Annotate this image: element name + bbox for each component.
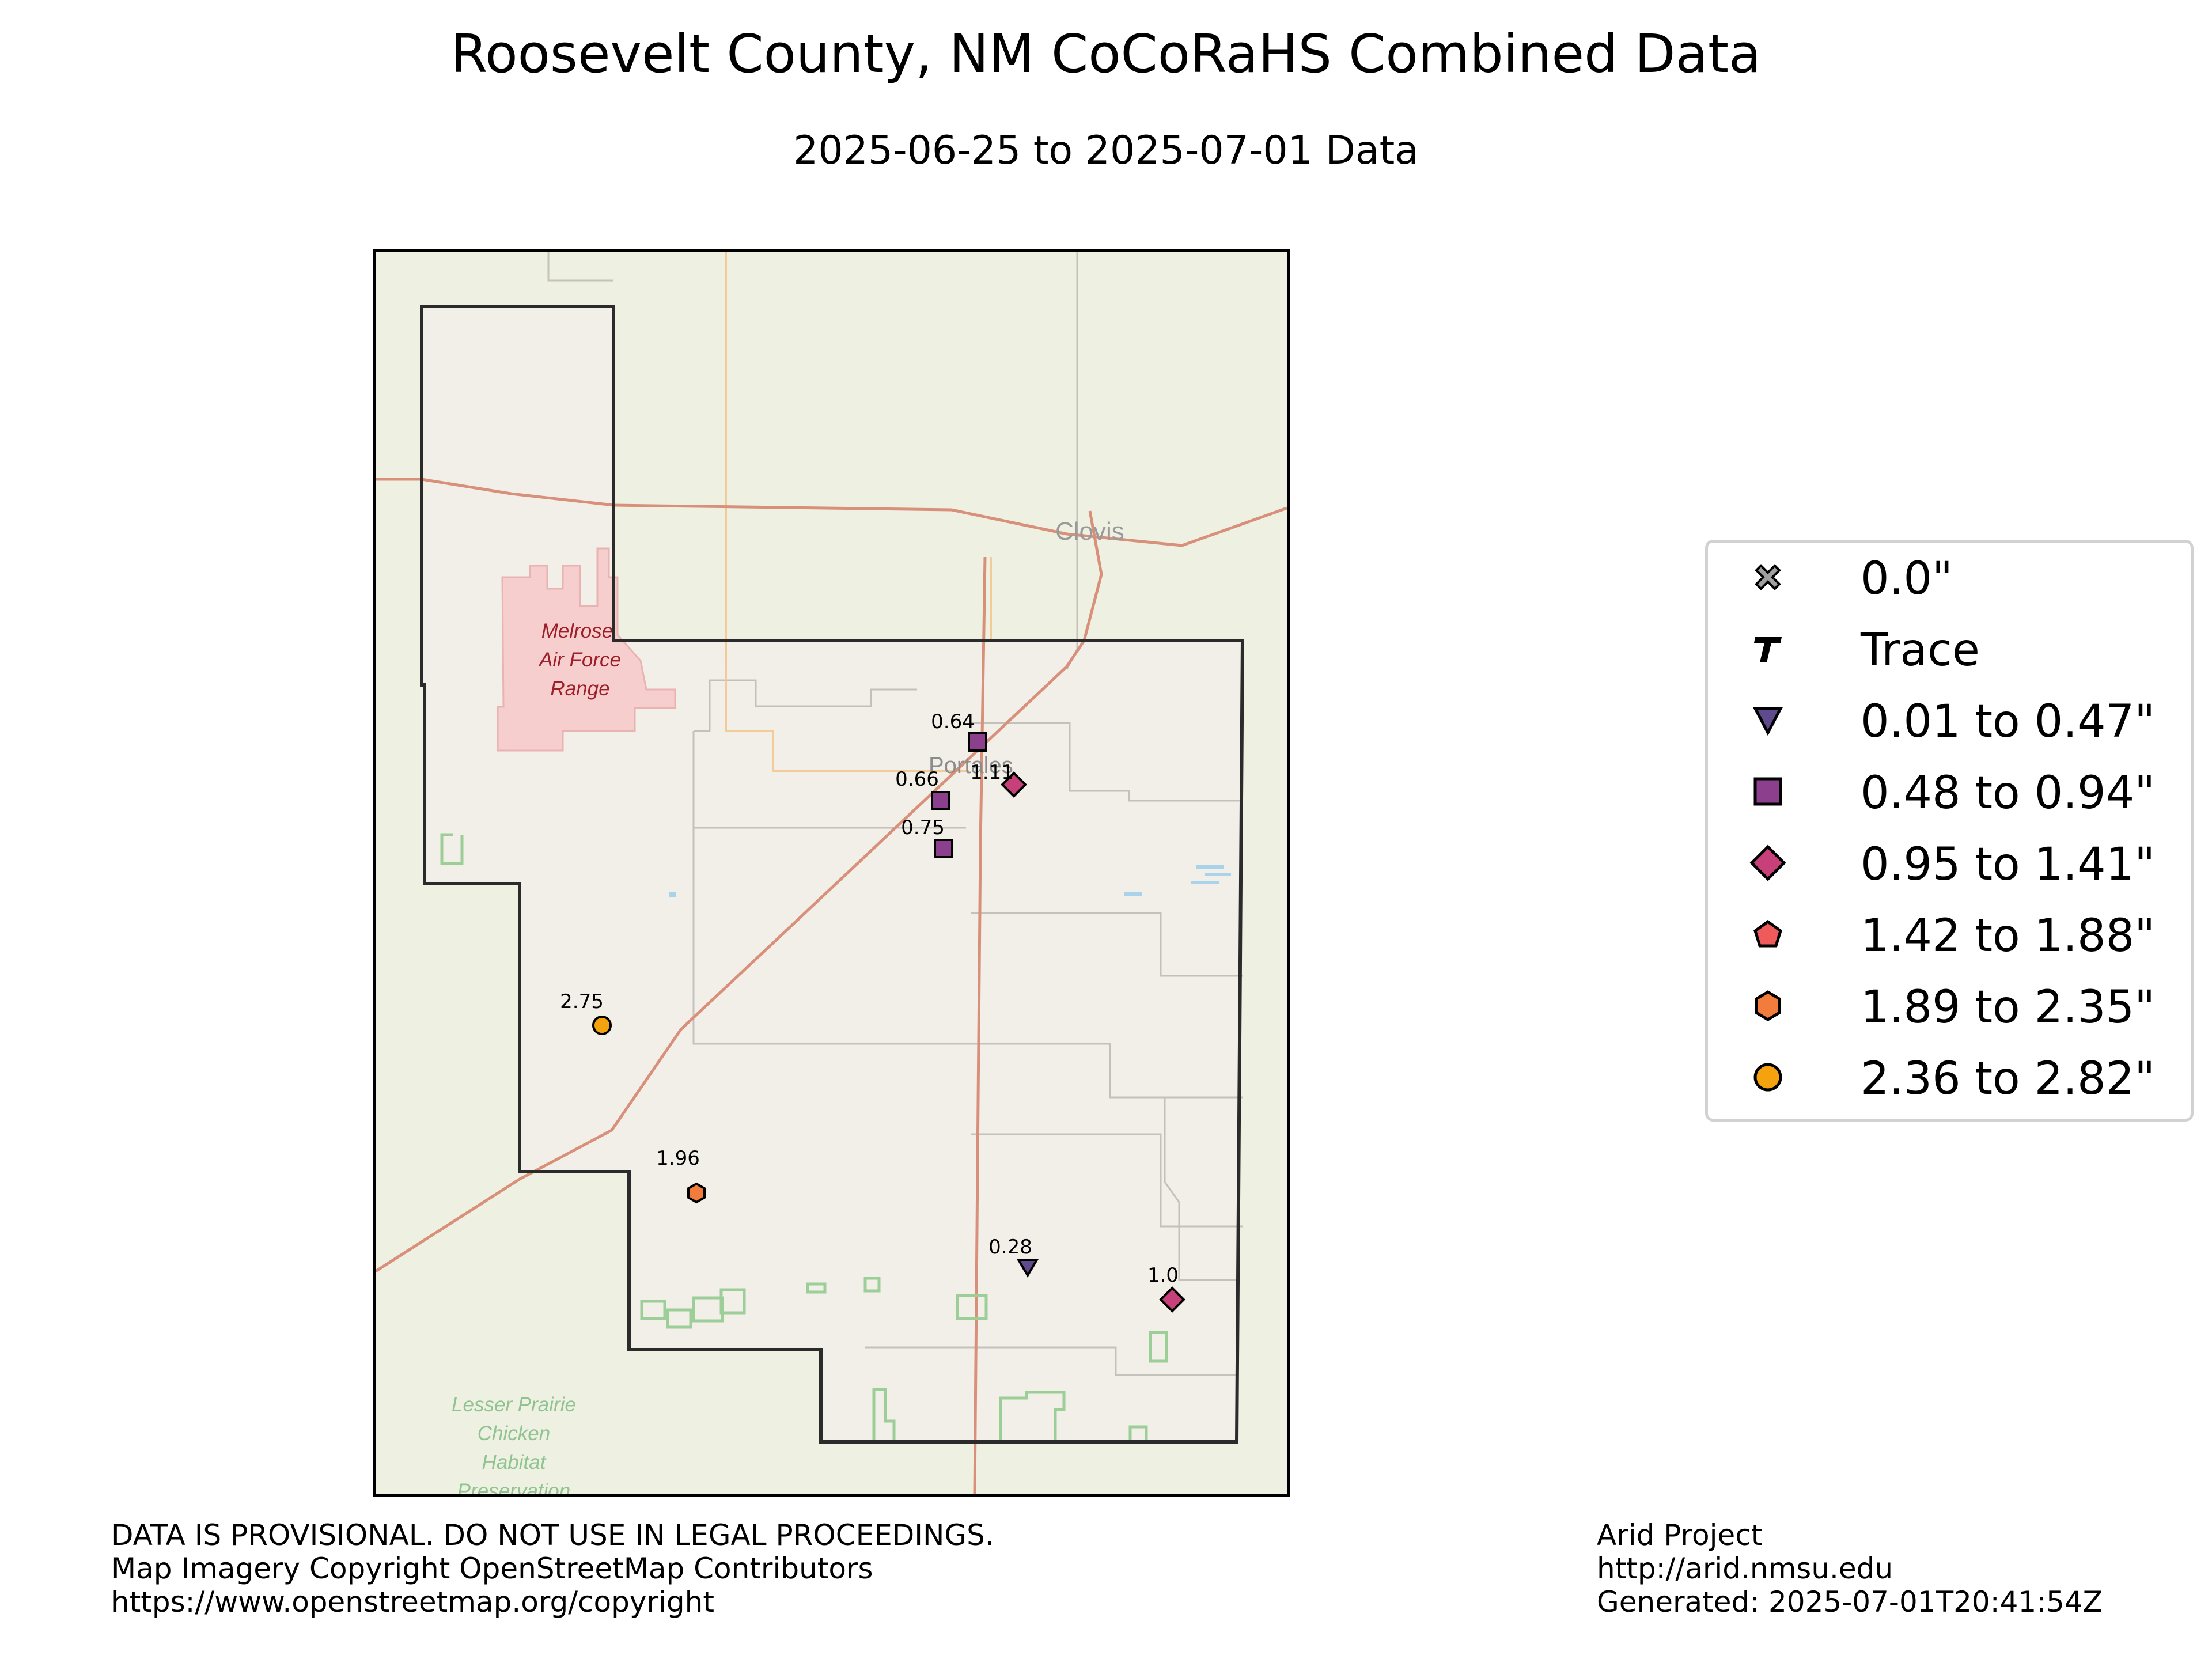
- station-label-3: 0.75: [901, 816, 945, 839]
- circle-marker-icon: [1753, 1063, 1782, 1092]
- project-name: Arid Project: [1597, 1518, 1763, 1552]
- x-marker-icon: [1755, 564, 1781, 590]
- legend-label: 0.01 to 0.47": [1861, 696, 2156, 748]
- lesser-prairie-label: Lesser Prairie Chicken Habitat Preservat…: [452, 1393, 576, 1494]
- station-marker-7[interactable]: [1159, 1286, 1185, 1313]
- water-features: [669, 865, 1231, 897]
- portales-label: Portales: [929, 753, 1013, 778]
- station-label-6: 0.28: [988, 1236, 1032, 1259]
- hexagon-marker-icon: [1755, 990, 1781, 1021]
- legend-item-trace: Trace: [1708, 614, 2191, 683]
- basemap: Clovis Portales Melrose Air Force Range …: [376, 252, 1287, 1494]
- station-marker-3[interactable]: [934, 839, 953, 858]
- t-marker-icon: [1754, 637, 1782, 662]
- legend-item-range-4: 1.42 to 1.88": [1708, 900, 2191, 969]
- station-label-0: 0.64: [931, 710, 975, 733]
- melrose-label-line-1: Melrose: [541, 620, 613, 642]
- project-link[interactable]: http://arid.nmsu.edu: [1597, 1552, 1893, 1585]
- melrose-label-line-2: Air Force: [538, 649, 621, 671]
- diamond-marker-icon: [1749, 844, 1786, 881]
- station-label-7: 1.0: [1147, 1264, 1179, 1287]
- legend-item-range-1: 0.01 to 0.47": [1708, 685, 2191, 755]
- station-marker-4[interactable]: [592, 1016, 612, 1035]
- station-markers: [592, 732, 1185, 1313]
- melrose-label-line-3: Range: [550, 677, 609, 700]
- map-title: Roosevelt County, NM CoCoRaHS Combined D…: [450, 23, 1762, 85]
- lesser-prairie-label-line-1: Lesser Prairie: [452, 1393, 576, 1416]
- legend-item-zero: 0.0": [1708, 543, 2191, 612]
- legend-label: 1.42 to 1.88": [1861, 910, 2156, 962]
- lesser-prairie-label-line-3: Habitat: [482, 1451, 547, 1474]
- generated-timestamp: Generated: 2025-07-01T20:41:54Z: [1597, 1585, 2103, 1619]
- lesser-prairie-label-line-4: Preservation: [457, 1480, 570, 1494]
- footer-credit-block: Arid Project http://arid.nmsu.edu Genera…: [1597, 1518, 2103, 1619]
- legend-label: 2.36 to 2.82": [1861, 1053, 2156, 1105]
- triangle-down-marker-icon: [1752, 707, 1783, 736]
- melrose-label: Melrose Air Force Range: [538, 620, 621, 700]
- footer-disclaimer-block: DATA IS PROVISIONAL. DO NOT USE IN LEGAL…: [111, 1518, 994, 1619]
- station-labels: 0.64 1.11 0.66 0.75 2.75 1.96 0.28 1.0: [560, 710, 1179, 1287]
- copyright-link[interactable]: https://www.openstreetmap.org/copyright: [111, 1585, 714, 1619]
- legend-label: 0.0": [1861, 553, 1953, 605]
- station-marker-5[interactable]: [687, 1182, 706, 1204]
- major-roads: [376, 478, 1287, 1494]
- legend-item-range-3: 0.95 to 1.41": [1708, 828, 2191, 897]
- protected-areas: [440, 833, 1168, 1444]
- clovis-label: Clovis: [1055, 517, 1124, 546]
- legend: 0.0" Trace 0.01 to 0.47" 0.48 to 0.94" 0…: [1705, 540, 2194, 1122]
- county-boundary: [420, 305, 1245, 1444]
- provisional-disclaimer: DATA IS PROVISIONAL. DO NOT USE IN LEGAL…: [111, 1518, 994, 1552]
- station-label-1: 1.11: [970, 761, 1014, 784]
- station-label-5: 1.96: [656, 1147, 700, 1170]
- station-marker-6[interactable]: [1016, 1259, 1039, 1278]
- legend-label: 0.48 to 0.94": [1861, 767, 2156, 819]
- station-marker-0[interactable]: [968, 732, 987, 752]
- legend-item-range-2: 0.48 to 0.94": [1708, 757, 2191, 826]
- square-marker-icon: [1753, 777, 1782, 806]
- map-copyright: Map Imagery Copyright OpenStreetMap Cont…: [111, 1552, 873, 1585]
- lesser-prairie-label-line-2: Chicken: [478, 1422, 550, 1445]
- legend-label: 1.89 to 2.35": [1861, 982, 2156, 1033]
- map-panel[interactable]: Clovis Portales Melrose Air Force Range …: [373, 249, 1290, 1497]
- station-marker-1[interactable]: [1001, 771, 1027, 798]
- legend-item-range-6: 2.36 to 2.82": [1708, 1043, 2191, 1112]
- station-label-4: 2.75: [560, 990, 604, 1013]
- legend-label: Trace: [1861, 624, 1980, 676]
- station-label-2: 0.66: [895, 768, 939, 791]
- legend-label: 0.95 to 1.41": [1861, 839, 2156, 891]
- station-marker-2[interactable]: [931, 791, 950, 810]
- legend-item-range-5: 1.89 to 2.35": [1708, 971, 2191, 1040]
- pentagon-marker-icon: [1753, 919, 1782, 948]
- county-area: [422, 306, 1243, 1442]
- melrose-air-force-range: [497, 547, 676, 752]
- secondary-roads: [725, 252, 992, 772]
- map-subtitle: 2025-06-25 to 2025-07-01 Data: [793, 128, 1419, 173]
